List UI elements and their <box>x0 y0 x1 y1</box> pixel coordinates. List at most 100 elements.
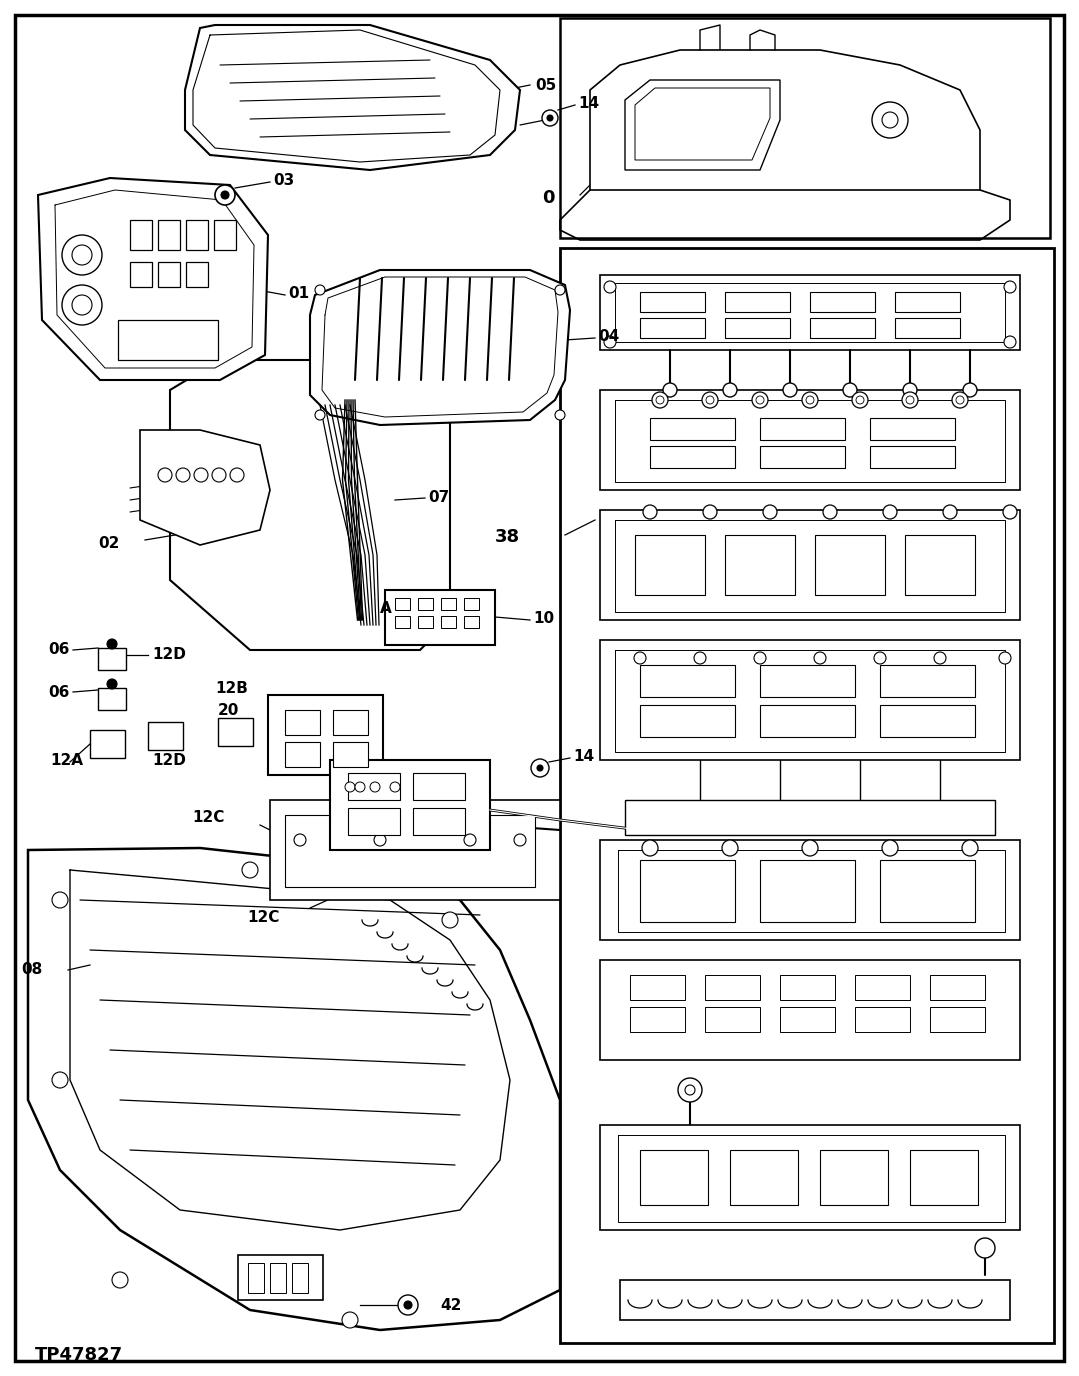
Polygon shape <box>270 799 560 900</box>
Circle shape <box>856 396 864 405</box>
Text: 14: 14 <box>578 95 599 110</box>
Text: 0: 0 <box>543 189 555 206</box>
Bar <box>880 665 975 698</box>
Bar <box>333 742 368 766</box>
Bar <box>640 318 705 338</box>
Text: 06: 06 <box>47 641 69 656</box>
Text: 10: 10 <box>533 611 555 626</box>
Circle shape <box>555 410 565 420</box>
Bar <box>630 976 685 1000</box>
Text: 03: 03 <box>273 172 295 187</box>
Bar <box>395 599 410 610</box>
Bar <box>640 860 735 922</box>
Bar <box>186 261 208 288</box>
Bar <box>894 292 960 312</box>
Text: 08: 08 <box>21 962 42 977</box>
Circle shape <box>802 392 818 409</box>
Bar <box>441 599 456 610</box>
Text: 14: 14 <box>573 749 595 764</box>
Circle shape <box>872 102 909 138</box>
Circle shape <box>107 638 117 649</box>
Circle shape <box>975 1238 995 1258</box>
Bar <box>148 722 183 750</box>
Polygon shape <box>600 640 1020 760</box>
Circle shape <box>882 111 898 128</box>
Circle shape <box>802 839 818 856</box>
Bar <box>98 648 126 670</box>
Bar <box>395 616 410 627</box>
Circle shape <box>783 383 797 398</box>
Bar <box>894 318 960 338</box>
Circle shape <box>656 396 664 405</box>
Bar <box>810 292 875 312</box>
Circle shape <box>685 1086 695 1095</box>
Bar <box>760 705 855 738</box>
Circle shape <box>874 652 886 665</box>
Bar <box>464 616 479 627</box>
Circle shape <box>702 392 718 409</box>
Circle shape <box>999 652 1011 665</box>
Circle shape <box>722 839 738 856</box>
Circle shape <box>723 383 737 398</box>
Circle shape <box>230 468 244 482</box>
Bar <box>118 321 218 361</box>
Polygon shape <box>636 88 770 160</box>
Text: 12D: 12D <box>152 753 186 768</box>
Polygon shape <box>600 839 1020 940</box>
Text: 20: 20 <box>218 703 240 717</box>
Circle shape <box>634 652 646 665</box>
Bar <box>238 1255 323 1300</box>
Bar <box>725 535 795 594</box>
Text: A: A <box>380 600 392 615</box>
Circle shape <box>194 468 208 482</box>
Bar <box>349 773 400 799</box>
Circle shape <box>852 392 868 409</box>
Polygon shape <box>38 178 268 380</box>
Text: 02: 02 <box>98 535 120 550</box>
Circle shape <box>962 839 978 856</box>
Bar <box>630 1007 685 1032</box>
Text: 06: 06 <box>47 684 69 699</box>
Circle shape <box>943 505 957 519</box>
Circle shape <box>956 396 964 405</box>
Polygon shape <box>600 275 1020 350</box>
Bar <box>760 665 855 698</box>
Circle shape <box>678 1077 702 1102</box>
Text: 07: 07 <box>428 490 449 505</box>
Circle shape <box>293 834 306 846</box>
Bar <box>930 1007 985 1032</box>
Bar <box>158 261 180 288</box>
Bar <box>636 535 705 594</box>
Polygon shape <box>600 1126 1020 1230</box>
Circle shape <box>62 285 103 325</box>
Circle shape <box>531 760 549 777</box>
Bar <box>385 590 495 645</box>
Bar <box>760 418 845 440</box>
Circle shape <box>221 191 229 200</box>
Bar <box>730 1150 798 1205</box>
Circle shape <box>754 652 766 665</box>
Circle shape <box>107 678 117 689</box>
Bar <box>268 695 383 775</box>
Circle shape <box>883 505 897 519</box>
Text: 12D: 12D <box>152 647 186 662</box>
Circle shape <box>643 505 657 519</box>
Bar <box>285 710 320 735</box>
Circle shape <box>756 396 764 405</box>
Text: TP47827: TP47827 <box>35 1346 123 1364</box>
Bar <box>186 220 208 250</box>
Bar <box>560 18 1050 238</box>
Circle shape <box>752 392 768 409</box>
Polygon shape <box>28 848 560 1331</box>
Bar <box>855 976 910 1000</box>
Bar <box>218 718 252 746</box>
Bar <box>880 705 975 738</box>
Bar <box>129 261 152 288</box>
Bar <box>650 446 735 468</box>
Circle shape <box>215 184 235 205</box>
Bar <box>725 292 790 312</box>
Circle shape <box>652 392 668 409</box>
Bar <box>880 860 975 922</box>
Circle shape <box>345 782 355 793</box>
Circle shape <box>72 245 92 266</box>
